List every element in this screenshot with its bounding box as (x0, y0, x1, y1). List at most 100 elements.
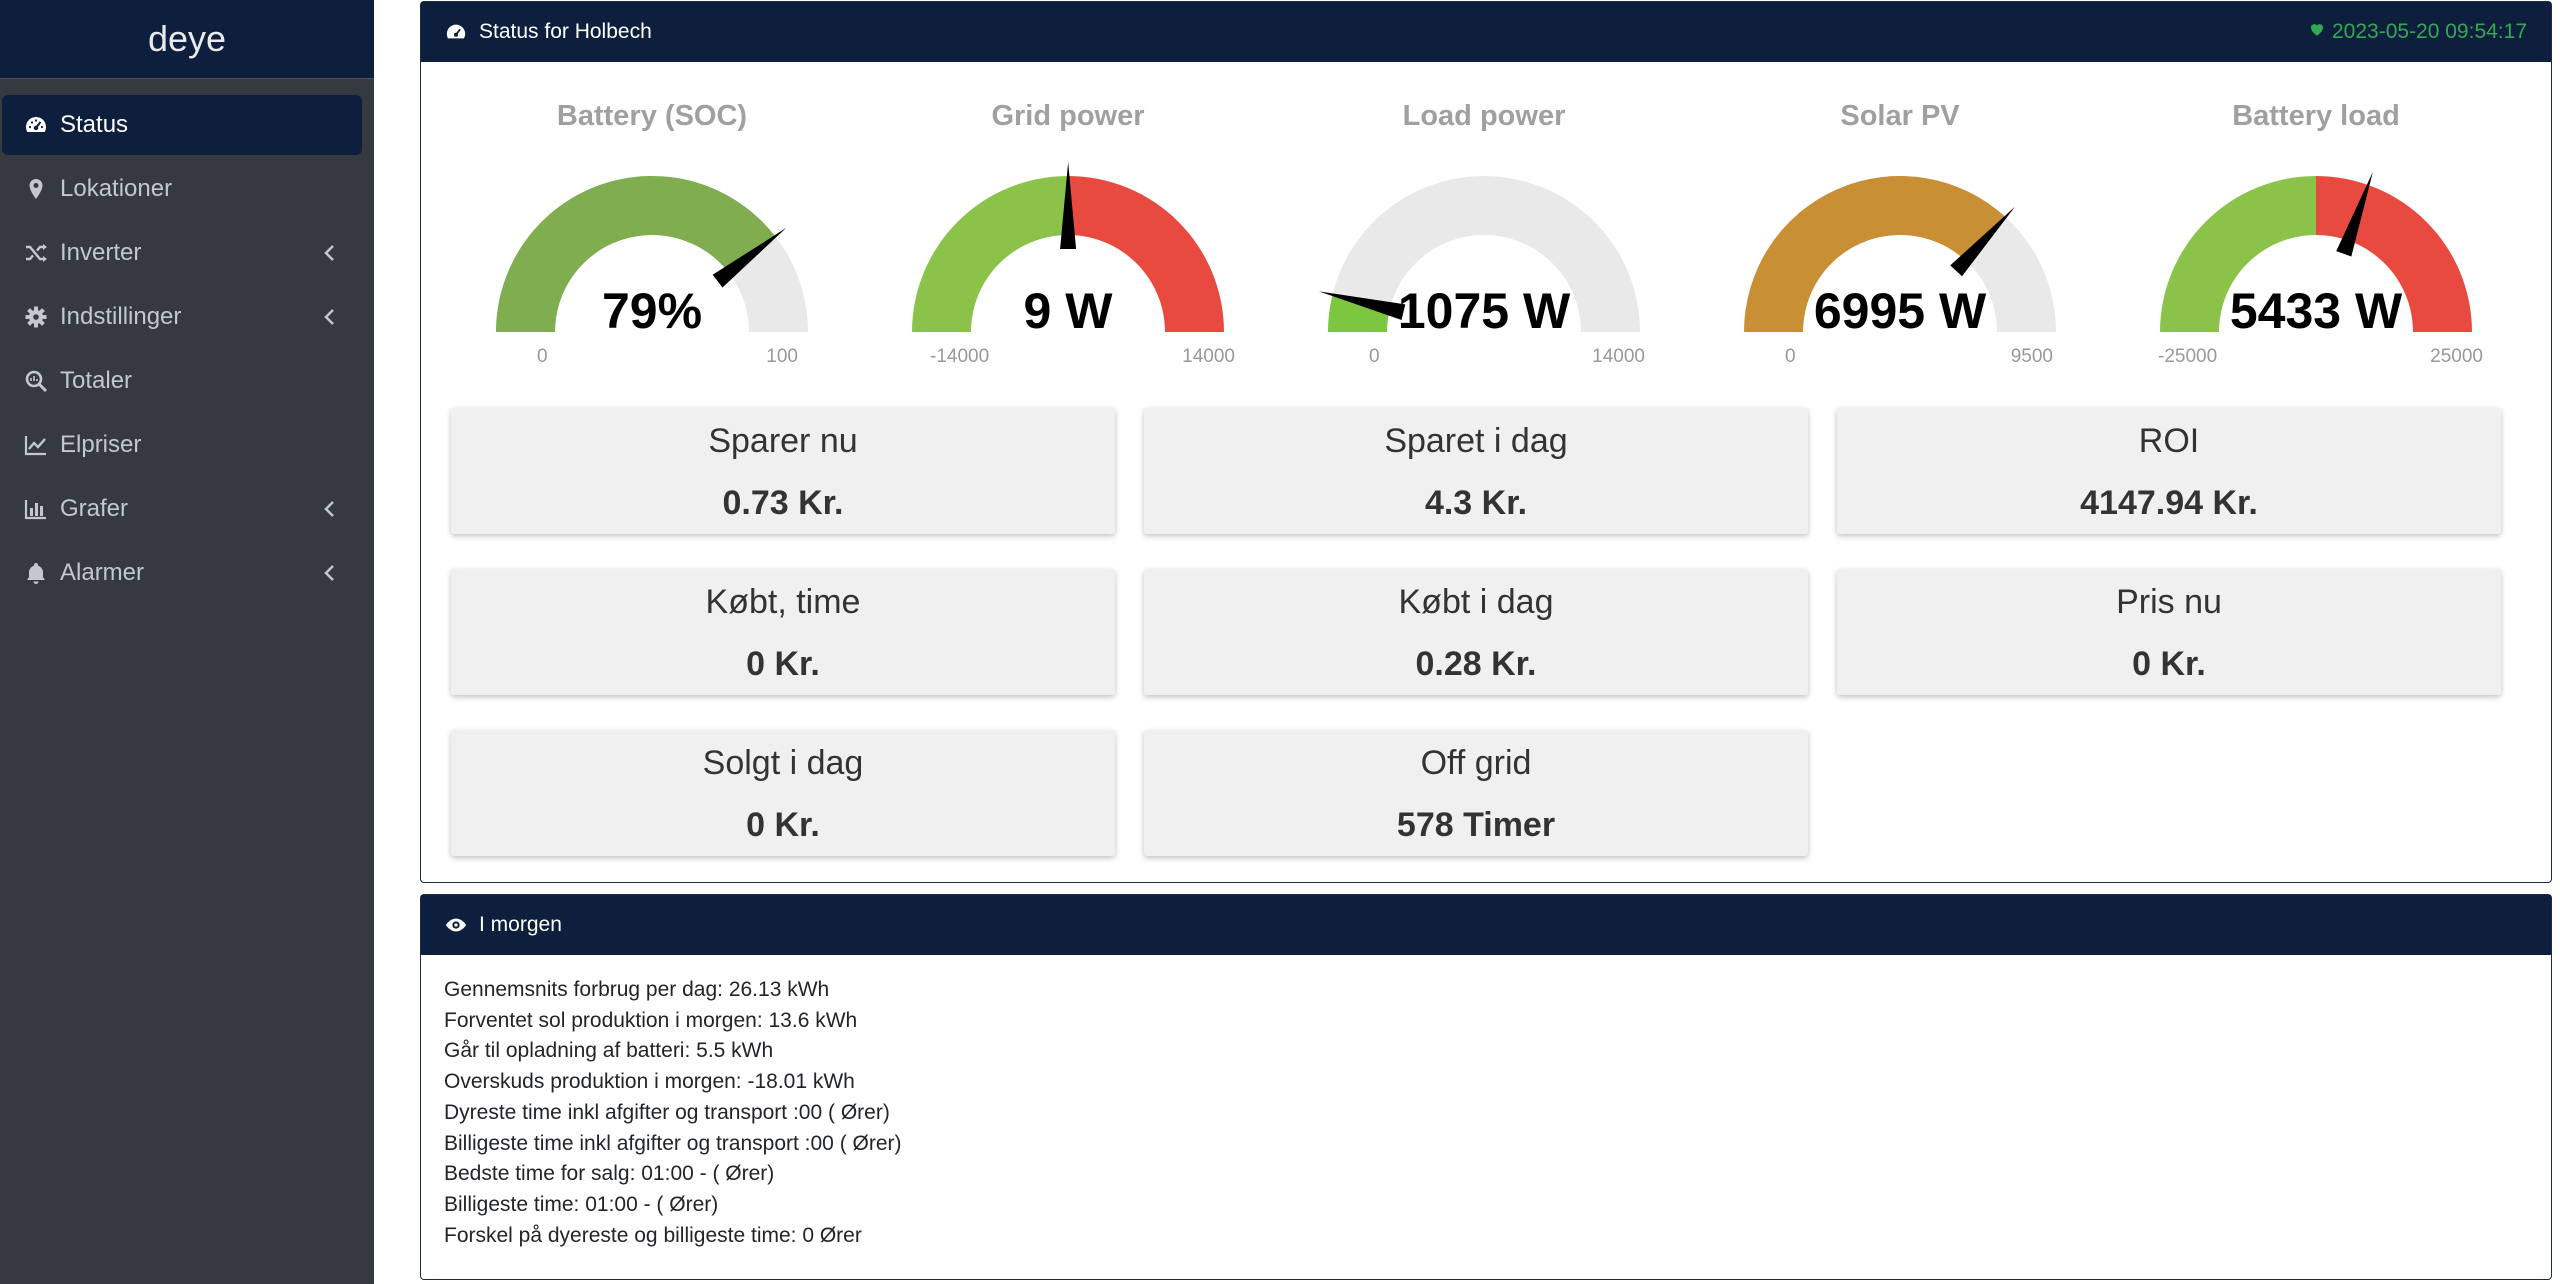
gauge-dial (2160, 171, 2472, 332)
gauge-fill (1328, 294, 1390, 332)
gauge-max-label: 14000 (1182, 346, 1235, 367)
tile-label: Solgt i dag (702, 744, 864, 782)
tile-solgt-i-dag: Solgt i dag 0 Kr. (451, 730, 1115, 856)
tile-value: 578 Timer (1396, 806, 1556, 844)
morning-line: Forskel på dyereste og billigeste time: … (444, 1223, 862, 1247)
gauge-needle (1318, 291, 1406, 320)
tile-kobt-i-dag: Købt i dag 0.28 Kr. (1144, 569, 1808, 695)
gauge-dial (496, 175, 808, 332)
tile-value: 4.3 Kr. (1424, 484, 1528, 522)
sidebar-item-alarmer[interactable]: Alarmer (2, 543, 362, 603)
gauge-min-label: 0 (537, 346, 548, 367)
gauge-solar-pv: Solar PV 6995 W 0 9500 (1710, 62, 2090, 382)
gauge-title: Solar PV (1840, 100, 1960, 132)
shuffle-icon (24, 241, 60, 265)
gauge-band-negative (912, 176, 1068, 332)
sidebar-item-inverter[interactable]: Inverter (2, 223, 362, 283)
gauge-dial (1318, 176, 1640, 332)
sidebar-item-label: Inverter (60, 239, 142, 266)
tile-kobt-time: Købt, time 0 Kr. (451, 569, 1115, 695)
status-timestamp: 2023-05-20 09:54:17 (2308, 2, 2527, 62)
morning-line: Billigeste time: 01:00 - ( Ører) (444, 1192, 719, 1216)
gauge-max-label: 100 (766, 346, 798, 367)
morning-info-list: Gennemsnits forbrug per dag: 26.13 kWh F… (421, 955, 2551, 1265)
brand-logo[interactable]: deye (0, 0, 374, 79)
sidebar-item-grafer[interactable]: Grafer (2, 479, 362, 539)
sidebar-item-label: Lokationer (60, 175, 173, 202)
gauge-title: Load power (1402, 100, 1566, 132)
sidebar-item-elpriser[interactable]: Elpriser (2, 415, 362, 475)
gauge-grid-power: Grid power 9 W -14000 14000 (878, 62, 1258, 382)
gauges-row: Battery (SOC) 79% 0 100 Grid power 9 W -… (421, 62, 2551, 392)
tachometer-icon (24, 113, 60, 137)
gauge-title: Battery load (2232, 100, 2400, 132)
sidebar-item-label: Alarmer (60, 559, 145, 586)
gauge-needle (1950, 206, 2015, 277)
timestamp-text: 2023-05-20 09:54:17 (2332, 20, 2527, 43)
tile-value: 0.28 Kr. (1415, 645, 1537, 683)
sidebar-item-totaler[interactable]: Totaler (2, 351, 362, 411)
chevron-left-icon (324, 245, 334, 261)
map-marker-icon (24, 177, 60, 201)
status-card-title: Status for Holbech (479, 20, 652, 43)
status-card: Status for Holbech 2023-05-20 09:54:17 B… (420, 1, 2552, 883)
tile-label: Købt i dag (1398, 583, 1554, 621)
search-icon (24, 369, 60, 393)
gauge-value: 6995 W (1813, 283, 1987, 339)
tile-value: 4147.94 Kr. (2080, 484, 2258, 522)
gauge-track (1328, 176, 1640, 332)
morning-line: Gennemsnits forbrug per dag: 26.13 kWh (444, 978, 830, 1001)
gauge-band-negative (2160, 176, 2316, 332)
tile-off-grid: Off grid 578 Timer (1144, 730, 1808, 856)
tile-value: 0 Kr. (746, 806, 820, 844)
gauge-value: 79% (601, 283, 703, 339)
eye-icon (445, 914, 467, 936)
gauge-min-label: 0 (1369, 346, 1380, 367)
gauge-min-label: -14000 (930, 346, 990, 367)
gauge-min-label: 0 (1785, 346, 1796, 367)
gauge-load-power: Load power 1075 W 0 14000 (1294, 62, 1674, 382)
tile-label: Sparer nu (708, 422, 858, 460)
tile-value: 0 Kr. (2132, 645, 2206, 683)
gauge-value: 5433 W (2229, 283, 2403, 339)
morning-line: Bedste time for salg: 01:00 - ( Ører) (444, 1162, 775, 1186)
sidebar-item-status[interactable]: Status (2, 95, 362, 155)
tile-sparet-i-dag: Sparet i dag 4.3 Kr. (1144, 408, 1808, 534)
tile-label: Off grid (1420, 744, 1532, 782)
gauge-max-label: 9500 (2010, 346, 2053, 367)
tile-value: 0.73 Kr. (722, 484, 844, 522)
morning-card-header: I morgen (421, 895, 2551, 955)
gauge-title: Battery (SOC) (556, 100, 748, 132)
status-card-header: Status for Holbech 2023-05-20 09:54:17 (421, 2, 2551, 62)
chevron-left-icon (324, 309, 334, 325)
gauge-battery-load: Battery load 5433 W -25000 25000 (2126, 62, 2506, 382)
gauge-title: Grid power (991, 100, 1145, 132)
gauge-needle (712, 227, 787, 288)
gauge-min-label: -25000 (2158, 346, 2218, 367)
tachometer-icon (445, 21, 467, 43)
morning-line: Forventet sol produktion i morgen: 13.6 … (444, 1008, 858, 1032)
sidebar-nav: Status Lokationer Inverter Indstillinger (0, 79, 374, 603)
tile-roi: ROI 4147.94 Kr. (1837, 408, 2501, 534)
line-chart-icon (24, 433, 60, 457)
chevron-left-icon (324, 501, 334, 517)
gauge-max-label: 14000 (1592, 346, 1645, 367)
gauge-value: 9 W (1023, 283, 1113, 339)
gauge-needle (1060, 162, 1077, 250)
sidebar-item-label: Status (60, 111, 129, 138)
tile-sparer-nu: Sparer nu 0.73 Kr. (451, 408, 1115, 534)
sidebar-item-indstillinger[interactable]: Indstillinger (2, 287, 362, 347)
gauge-fill (1744, 175, 2006, 332)
morning-line: Billigeste time inkl afgifter og transpo… (444, 1131, 902, 1155)
sidebar-item-lokationer[interactable]: Lokationer (2, 159, 362, 219)
morning-line: Overskuds produktion i morgen: -18.01 kW… (444, 1070, 855, 1094)
gauge-value: 1075 W (1397, 283, 1571, 339)
gauge-dial (912, 162, 1224, 332)
bar-chart-icon (24, 497, 60, 521)
tile-label: ROI (2138, 422, 2200, 460)
bell-icon (24, 561, 60, 585)
sidebar-item-label: Totaler (60, 367, 133, 394)
morning-card-title: I morgen (479, 913, 562, 936)
gauge-needle (2336, 171, 2373, 257)
sidebar-item-label: Elpriser (60, 431, 142, 458)
